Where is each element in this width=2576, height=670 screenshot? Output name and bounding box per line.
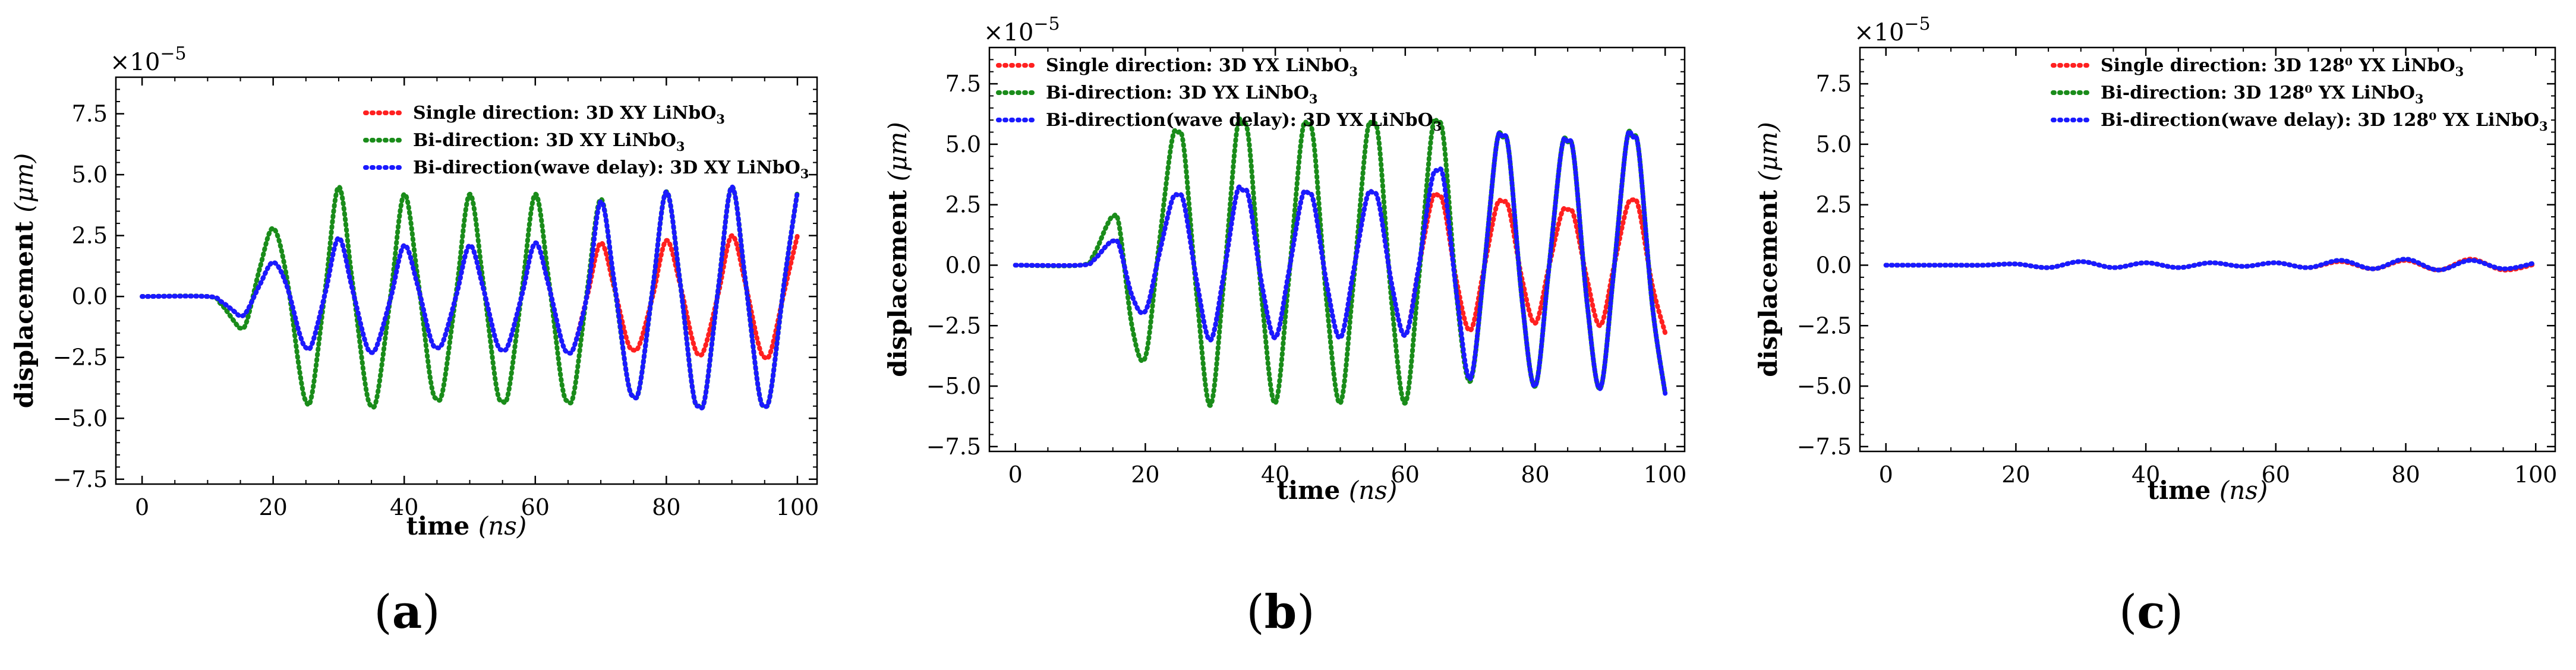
panel-label-c: (c) bbox=[2118, 585, 2184, 639]
legend-entry: Bi-direction(wave delay): 3D XY LiNbO3 bbox=[413, 157, 809, 181]
y-tick-label: 7.5 bbox=[1816, 71, 1852, 97]
y-tick-label: 7.5 bbox=[72, 101, 108, 127]
legend-subscript: 3 bbox=[716, 112, 725, 127]
legend: Single direction: 3D XY LiNbO3 Bi-directi… bbox=[363, 103, 809, 181]
legend-entry: Single direction: 3D 128⁰ YX LiNbO3 bbox=[2101, 55, 2464, 79]
x-tick-label: 60 bbox=[521, 494, 550, 520]
legend: Single direction: 3D YX LiNbO3 Bi-directi… bbox=[996, 55, 1442, 134]
y-tick-label: 2.5 bbox=[72, 223, 108, 249]
legend-subscript: 3 bbox=[2415, 91, 2424, 106]
y-tick-label: −5.0 bbox=[926, 373, 981, 399]
panel-letter-a: a bbox=[392, 585, 422, 639]
legend-entry: Bi-direction: 3D XY LiNbO3 bbox=[413, 130, 685, 154]
legend-entry: Bi-direction: 3D YX LiNbO3 bbox=[1046, 83, 1317, 106]
y-tick-label: −2.5 bbox=[1797, 312, 1852, 339]
x-axis-unit: (ns) bbox=[1349, 476, 1397, 505]
series-line-2 bbox=[140, 184, 800, 410]
y-axis-unit: (μm) bbox=[883, 122, 912, 181]
chart-panel-a: 0 20 40 60 80 100 −7.5 −5.0 −2.5 0.0 2.5 5.0 7.5×10−… bbox=[10, 43, 819, 541]
x-tick-label: 40 bbox=[390, 494, 418, 520]
y-axis-unit: (μm) bbox=[10, 153, 39, 213]
x-tick-label: 20 bbox=[258, 494, 287, 520]
x-tick-label: 20 bbox=[1131, 462, 1159, 488]
scale-exponent: −5 bbox=[160, 43, 186, 64]
series-line-1 bbox=[1013, 184, 1668, 343]
y-tick-label: −7.5 bbox=[53, 466, 108, 492]
y-tick-label: −2.5 bbox=[926, 312, 981, 339]
y-tick-label: 5.0 bbox=[1816, 131, 1852, 157]
y-axis-label: displacement (μm) bbox=[1754, 122, 1783, 377]
x-axis-unit: (ns) bbox=[2219, 476, 2268, 505]
x-tick-label: 60 bbox=[1391, 462, 1420, 488]
legend: Single direction: 3D 128⁰ YX LiNbO3 Bi-di… bbox=[2051, 55, 2548, 134]
y-axis-label: displacement (μm) bbox=[10, 153, 39, 408]
scale-factor: ×10−5 bbox=[110, 43, 187, 76]
legend-subscript: 3 bbox=[676, 139, 685, 154]
series-line-1 bbox=[140, 233, 800, 361]
x-axis-label: time (ns) bbox=[1277, 476, 1398, 505]
chart-panel-b: 0 20 40 60 80 100 −7.5 −5.0 −2.5 0.0 2.5 5.0 7.5×10−… bbox=[883, 14, 1686, 505]
legend-entry: Single direction: 3D XY LiNbO3 bbox=[413, 103, 725, 127]
x-axis-label: time (ns) bbox=[406, 511, 527, 541]
scale-factor: ×10−5 bbox=[1854, 14, 1931, 46]
legend-subscript: 3 bbox=[1433, 119, 1442, 134]
panel-label-a: (a) bbox=[374, 585, 440, 639]
legend-entry: Bi-direction(wave delay): 3D YX LiNbO3 bbox=[1046, 110, 1442, 134]
y-tick-label: 0.0 bbox=[72, 283, 108, 309]
x-tick-label: 0 bbox=[1879, 462, 1893, 488]
x-tick-label: 40 bbox=[2132, 462, 2160, 488]
series-line-3 bbox=[1883, 257, 2539, 273]
x-tick-label: 20 bbox=[2001, 462, 2030, 488]
x-tick-label: 0 bbox=[135, 494, 149, 520]
y-tick-label: 5.0 bbox=[945, 131, 981, 157]
scale-factor: ×10−5 bbox=[983, 14, 1060, 46]
x-tick-label: 100 bbox=[2514, 462, 2558, 488]
y-tick-label: −7.5 bbox=[926, 434, 981, 460]
panel-letter-b: b bbox=[1264, 585, 1297, 639]
chart-panel-c: 0 20 40 60 80 100 −7.5 −5.0 −2.5 0.0 2.5 5.0 7.5×10−… bbox=[1754, 14, 2557, 505]
y-axis-unit: (μm) bbox=[1754, 122, 1783, 181]
legend-subscript: 3 bbox=[800, 166, 809, 181]
scale-exponent: −5 bbox=[1033, 14, 1060, 34]
y-tick-label: 0.0 bbox=[945, 252, 981, 278]
y-tick-label: 0.0 bbox=[1816, 252, 1852, 278]
x-axis-unit: (ns) bbox=[478, 511, 526, 541]
legend-entry: Single direction: 3D YX LiNbO3 bbox=[1046, 55, 1358, 79]
y-tick-label: 5.0 bbox=[72, 162, 108, 188]
x-tick-label: 0 bbox=[1008, 462, 1023, 488]
y-tick-label: −5.0 bbox=[1797, 373, 1852, 399]
x-tick-label: 100 bbox=[776, 494, 819, 520]
y-tick-label: 7.5 bbox=[945, 71, 981, 97]
y-axis-label: displacement (μm) bbox=[883, 122, 912, 377]
y-tick-label: −2.5 bbox=[53, 345, 108, 371]
legend-subscript: 3 bbox=[2539, 119, 2548, 134]
x-tick-label: 80 bbox=[1521, 462, 1549, 488]
y-tick-label: 2.5 bbox=[945, 192, 981, 218]
x-tick-label: 60 bbox=[2262, 462, 2290, 488]
x-tick-label: 40 bbox=[1261, 462, 1289, 488]
legend-entry: Bi-direction(wave delay): 3D 128⁰ YX LiN… bbox=[2101, 110, 2548, 134]
x-axis-label: time (ns) bbox=[2148, 476, 2268, 505]
series-line-3 bbox=[140, 184, 800, 410]
panel-label-b: (b) bbox=[1246, 585, 1315, 639]
y-tick-label: −7.5 bbox=[1797, 434, 1852, 460]
series-line-2 bbox=[1013, 116, 1668, 408]
scale-exponent: −5 bbox=[1904, 14, 1930, 34]
plot-frame bbox=[1859, 46, 2556, 453]
y-tick-label: −5.0 bbox=[53, 405, 108, 431]
x-tick-label: 80 bbox=[652, 494, 680, 520]
x-tick-label: 100 bbox=[1644, 462, 1687, 488]
y-tick-label: 2.5 bbox=[1816, 192, 1852, 218]
panel-letter-c: c bbox=[2137, 585, 2165, 639]
plot-frame bbox=[115, 76, 818, 485]
series-line-3 bbox=[1013, 128, 1668, 396]
legend-subscript: 3 bbox=[1349, 64, 1358, 79]
legend-subscript: 3 bbox=[2455, 64, 2464, 79]
legend-subscript: 3 bbox=[1309, 91, 1318, 106]
plot-frame bbox=[988, 46, 1686, 453]
x-tick-label: 80 bbox=[2391, 462, 2420, 488]
legend-entry: Bi-direction: 3D 128⁰ YX LiNbO3 bbox=[2101, 83, 2424, 106]
